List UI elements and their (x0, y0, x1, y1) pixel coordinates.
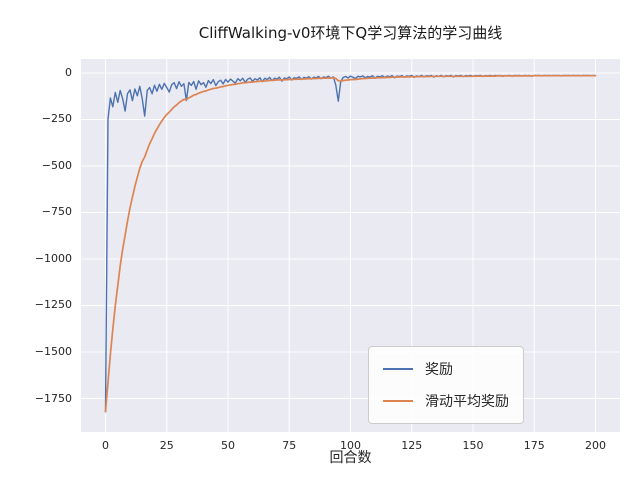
x-tick-label: 0 (102, 439, 109, 452)
y-tick-label: −1750 (34, 391, 72, 405)
y-tick-label: −750 (41, 205, 72, 219)
reward-line-swatch (383, 368, 413, 370)
moving-average-line-swatch (383, 400, 413, 402)
chart-title: CliffWalking-v0环境下Q学习算法的学习曲线 (198, 24, 503, 42)
x-tick-label: 75 (282, 439, 297, 452)
moving-average-line (104, 74, 597, 413)
x-tick-label: 25 (159, 439, 174, 452)
legend-entry-reward: 奖励 (383, 357, 509, 381)
x-tick-label: 150 (462, 439, 484, 452)
legend: 奖励 滑动平均奖励 (368, 346, 524, 424)
legend-entry-moving-average: 滑动平均奖励 (383, 389, 509, 413)
y-tick-label: −250 (41, 112, 72, 126)
y-tick-label: −1500 (34, 345, 72, 358)
x-tick-label: 200 (585, 439, 606, 452)
y-tick-label: −1000 (34, 251, 72, 265)
y-tick-label: 0 (65, 65, 72, 79)
legend-label-moving-average: 滑动平均奖励 (425, 394, 509, 410)
x-tick-label: 175 (523, 439, 545, 452)
y-tick-label: −500 (41, 158, 72, 172)
x-tick-label: 125 (401, 439, 423, 452)
x-tick-label: 100 (340, 439, 361, 452)
x-axis-label: 回合数 (329, 450, 372, 466)
y-tick-label: −1250 (34, 298, 72, 312)
legend-label-reward: 奖励 (425, 362, 453, 378)
x-tick-label: 50 (221, 439, 235, 452)
